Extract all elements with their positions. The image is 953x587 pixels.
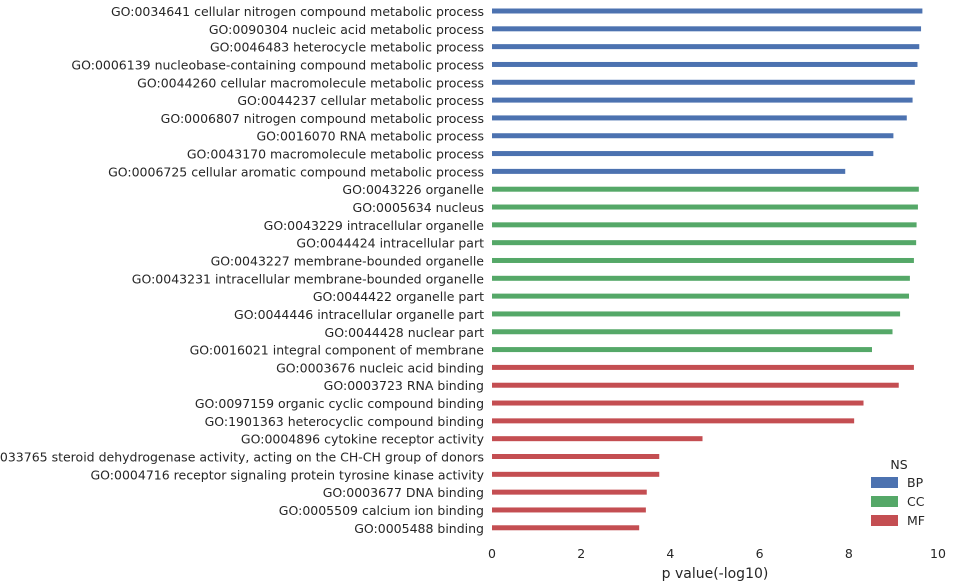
bar (492, 115, 907, 121)
category-label: GO:0044237 cellular metabolic process (237, 93, 484, 108)
bar (492, 79, 915, 85)
bar (492, 347, 872, 353)
x-tick-label: 10 (930, 546, 946, 561)
category-label: GO:0006807 nitrogen compound metabolic p… (161, 111, 484, 126)
bar (492, 204, 918, 210)
category-label: GO:0046483 heterocycle metabolic process (210, 40, 484, 55)
category-label: GO:0043170 macromolecule metabolic proce… (187, 147, 484, 162)
bar (492, 382, 899, 388)
x-tick-label: 8 (845, 546, 853, 561)
legend-title: NS (890, 457, 907, 472)
category-label: GO:1901363 heterocyclic compound binding (205, 414, 484, 429)
category-label: GO:0003723 RNA binding (324, 378, 484, 393)
x-tick-label: 4 (666, 546, 674, 561)
category-label: GO:0004896 cytokine receptor activity (241, 432, 485, 447)
bar (492, 26, 922, 32)
bar (492, 525, 640, 531)
x-tick-label: 6 (756, 546, 764, 561)
bar (492, 8, 923, 14)
bar (492, 329, 893, 335)
legend: NS BP CC MF (871, 457, 925, 528)
x-tick-labels: 0 2 4 6 8 10 (488, 546, 946, 561)
category-label: GO:0044424 intracellular part (296, 236, 484, 251)
category-label: GO:0044428 nuclear part (325, 325, 485, 340)
category-label: GO:0034641 cellular nitrogen compound me… (111, 4, 484, 19)
bar (492, 418, 855, 424)
bar (492, 151, 874, 157)
x-tick-label: 0 (488, 546, 496, 561)
category-label: GO:0005634 nucleus (353, 200, 484, 215)
legend-swatch (871, 496, 898, 507)
category-label: GO:0006725 cellular aromatic compound me… (108, 164, 484, 179)
bar (492, 275, 910, 281)
category-labels: GO:0034641 cellular nitrogen compound me… (0, 4, 485, 536)
x-tick-label: 2 (577, 546, 585, 561)
category-label: GO:0006139 nucleobase-containing compoun… (71, 57, 484, 72)
category-label: GO:0004716 receptor signaling protein ty… (91, 467, 485, 482)
bar (492, 257, 914, 263)
bar (492, 44, 920, 50)
bar (492, 186, 919, 192)
legend-label: CC (907, 494, 925, 509)
category-label: GO:0043227 membrane-bounded organelle (211, 253, 485, 268)
category-label: GO:0043226 organelle (342, 182, 484, 197)
bar (492, 293, 910, 299)
category-label: GO:0033765 steroid dehydrogenase activit… (0, 450, 484, 465)
bar (492, 454, 660, 459)
bar (492, 489, 647, 495)
bar (492, 364, 914, 370)
bar (492, 311, 901, 317)
bar (492, 240, 917, 246)
category-label: GO:0005488 binding (354, 521, 484, 536)
bar-group (492, 8, 923, 531)
legend-label: BP (907, 475, 924, 490)
category-label: GO:0043229 intracellular organelle (264, 218, 485, 233)
category-label: GO:0003677 DNA binding (323, 485, 484, 500)
category-label: GO:0044422 organelle part (313, 289, 484, 304)
bar (492, 168, 846, 174)
legend-label: MF (907, 513, 925, 528)
bar (492, 97, 913, 103)
bar (492, 222, 917, 228)
bar (492, 133, 894, 139)
legend-swatch (871, 515, 898, 526)
category-label: GO:0090304 nucleic acid metabolic proces… (209, 22, 484, 37)
category-label: GO:0043231 intracellular membrane-bounde… (132, 271, 485, 286)
bar (492, 471, 660, 477)
legend-swatch (871, 477, 898, 488)
category-label: GO:0016070 RNA metabolic process (256, 129, 484, 144)
category-label: GO:0044446 intracellular organelle part (234, 307, 484, 322)
category-label: GO:0003676 nucleic acid binding (276, 360, 484, 375)
category-label: GO:0005509 calcium ion binding (279, 503, 484, 518)
category-label: GO:0016021 integral component of membran… (190, 343, 485, 358)
bar (492, 436, 703, 442)
category-label: GO:0044260 cellular macromolecule metabo… (137, 75, 484, 90)
x-axis-title: p value(-log10) (662, 566, 769, 582)
bar (492, 507, 646, 513)
category-label: GO:0097159 organic cyclic compound bindi… (195, 396, 484, 411)
bar (492, 400, 864, 406)
bar (492, 61, 918, 67)
